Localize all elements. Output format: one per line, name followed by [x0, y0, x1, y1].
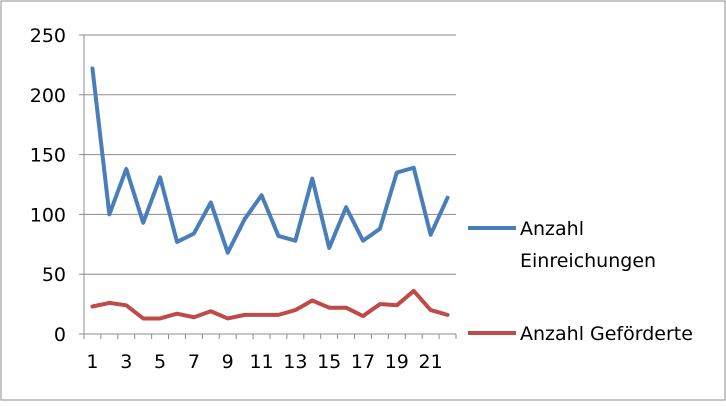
- data-point: [124, 303, 128, 307]
- x-tick-label: 19: [385, 351, 409, 373]
- data-point: [226, 316, 230, 320]
- x-axis: 1 3 5 7 9 11 13 15 17 19 21: [83, 333, 457, 373]
- y-tick-label: 150: [30, 145, 66, 167]
- data-point: [107, 212, 111, 216]
- data-point: [310, 177, 314, 181]
- data-point: [412, 289, 416, 293]
- x-tick-label: 7: [188, 351, 200, 373]
- data-point: [209, 309, 213, 313]
- data-point: [344, 306, 348, 310]
- x-tick-label: 13: [283, 351, 307, 373]
- data-point: [412, 166, 416, 170]
- data-point: [293, 239, 297, 243]
- legend-label: Anzahl Geförderte: [520, 323, 693, 345]
- x-tick-label: 5: [154, 351, 166, 373]
- y-tick-label: 100: [30, 204, 66, 226]
- data-point: [429, 233, 433, 237]
- data-point: [378, 227, 382, 231]
- data-point: [260, 193, 264, 197]
- legend: Anzahl Einreichungen Anzahl Geförderte: [468, 218, 693, 345]
- data-point: [90, 66, 94, 70]
- data-point: [192, 232, 196, 236]
- series-line-1: [90, 66, 450, 255]
- data-point: [276, 313, 280, 317]
- data-point: [243, 217, 247, 221]
- data-point: [361, 239, 365, 243]
- x-tick-label: 3: [120, 351, 132, 373]
- data-point: [90, 304, 94, 308]
- data-point: [429, 308, 433, 312]
- data-point: [378, 302, 382, 306]
- data-point: [327, 246, 331, 250]
- plot-area: [90, 66, 450, 321]
- x-tick-label: 1: [86, 351, 98, 373]
- x-tick-label: 17: [351, 351, 375, 373]
- x-tick-label: 9: [222, 351, 234, 373]
- data-point: [344, 205, 348, 209]
- data-point: [327, 306, 331, 310]
- data-point: [446, 196, 450, 200]
- legend-label: Einreichungen: [520, 250, 656, 272]
- y-axis: 0 50 100 150 200 250: [30, 25, 85, 346]
- data-point: [158, 316, 162, 320]
- data-point: [310, 299, 314, 303]
- series-line-2: [90, 288, 450, 321]
- data-point: [226, 251, 230, 255]
- legend-label: Anzahl: [520, 218, 584, 240]
- data-point: [175, 240, 179, 244]
- data-point: [293, 308, 297, 312]
- data-point: [395, 303, 399, 307]
- data-point: [141, 316, 145, 320]
- data-point: [124, 167, 128, 171]
- y-tick-label: 200: [30, 85, 66, 107]
- data-point: [243, 313, 247, 317]
- data-point: [361, 314, 365, 318]
- data-point: [192, 315, 196, 319]
- data-point: [158, 175, 162, 179]
- data-point: [395, 171, 399, 175]
- data-point: [446, 313, 450, 317]
- data-point: [209, 200, 213, 204]
- x-tick-label: 15: [317, 351, 341, 373]
- y-tick-label: 0: [54, 324, 66, 346]
- x-tick-label: 11: [249, 351, 273, 373]
- data-point: [276, 234, 280, 238]
- x-tick-label: 21: [419, 351, 443, 373]
- data-point: [175, 312, 179, 316]
- data-point: [107, 301, 111, 305]
- y-tick-label: 50: [42, 264, 66, 286]
- data-point: [260, 313, 264, 317]
- y-tick-label: 250: [30, 25, 66, 47]
- data-point: [141, 221, 145, 225]
